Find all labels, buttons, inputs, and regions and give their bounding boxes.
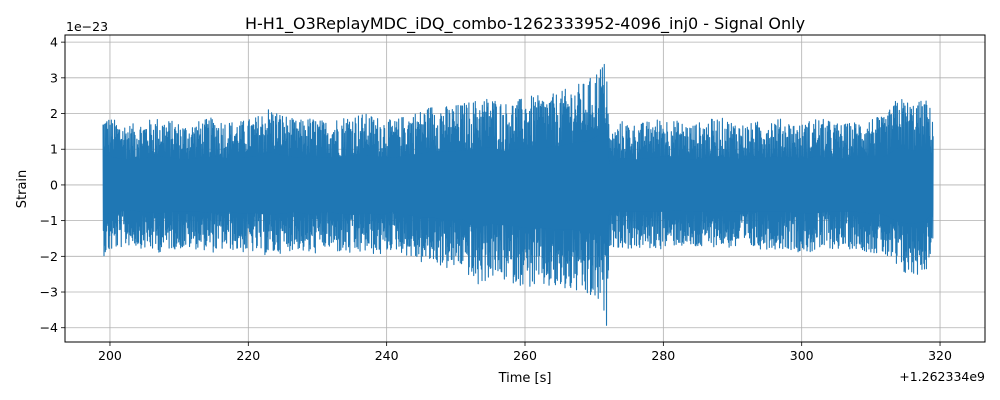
signal-core bbox=[103, 132, 934, 245]
y-tick-label: −4 bbox=[40, 320, 58, 335]
y-axis-label: Strain bbox=[15, 170, 30, 209]
y-tick-label: −1 bbox=[40, 213, 58, 228]
x-tick-label: 260 bbox=[513, 348, 537, 363]
x-tick-label: 320 bbox=[928, 348, 952, 363]
ticks: 200 220 240 260 280 300 320 −4 −3 −2 −1 0 1 2 3 4 bbox=[40, 35, 952, 363]
x-offset-label: +1.262334e9 bbox=[899, 369, 985, 384]
y-tick-label: 2 bbox=[50, 106, 58, 121]
x-tick-label: 300 bbox=[790, 348, 814, 363]
x-tick-label: 240 bbox=[375, 348, 399, 363]
plot-area bbox=[102, 63, 934, 326]
y-tick-label: 4 bbox=[50, 35, 58, 50]
y-tick-label: 1 bbox=[50, 142, 58, 157]
x-tick-label: 280 bbox=[651, 348, 675, 363]
y-tick-label: 3 bbox=[50, 70, 58, 85]
y-tick-label: −3 bbox=[40, 285, 58, 300]
x-tick-label: 220 bbox=[236, 348, 260, 363]
x-axis-label: Time [s] bbox=[498, 371, 552, 386]
y-scale-label: 1e−23 bbox=[66, 19, 108, 34]
x-tick-label: 200 bbox=[98, 348, 122, 363]
y-tick-label: −2 bbox=[40, 249, 58, 264]
y-tick-label: 0 bbox=[50, 177, 58, 192]
chart-title: H-H1_O3ReplayMDC_iDQ_combo-1262333952-40… bbox=[245, 14, 805, 34]
